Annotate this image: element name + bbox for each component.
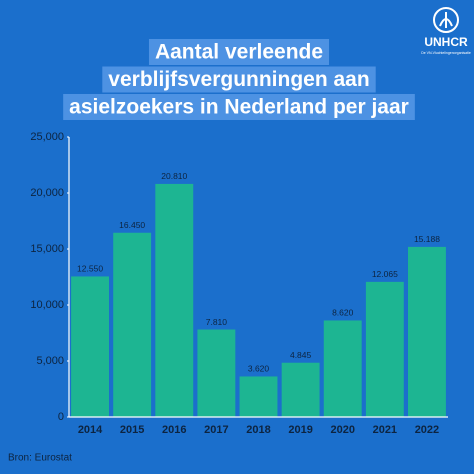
x-tick-label: 2014 (78, 424, 103, 436)
bar (407, 246, 446, 417)
x-tick-label: 2017 (204, 424, 228, 436)
value-label: 20.810 (161, 171, 187, 181)
logo-name: UNHCR (424, 35, 468, 49)
x-tick-label: 2015 (120, 424, 144, 436)
chart-title: asielzoekers in Nederland per jaar (69, 96, 409, 119)
title-highlight (102, 66, 376, 93)
bar (155, 183, 194, 417)
bar (365, 281, 404, 417)
title-highlight (148, 39, 330, 65)
y-tick-label: 25,000 (30, 131, 64, 143)
x-tick-label: 2020 (330, 424, 354, 436)
bar (323, 320, 362, 417)
value-label: 16.450 (119, 220, 145, 230)
y-tick-label: 0 (58, 411, 64, 423)
bar (113, 232, 152, 417)
logo-emblem (433, 7, 459, 33)
bar (71, 276, 110, 417)
chart-title: verblijfsvergunningen aan (108, 68, 369, 91)
value-label: 7.810 (206, 317, 228, 327)
x-tick-label: 2021 (373, 424, 397, 436)
value-label: 12.065 (372, 269, 398, 279)
value-label: 12.550 (77, 264, 103, 274)
value-label: 3.620 (248, 364, 270, 374)
title-group: Aantal verleende verblijfsvergunningen aa… (63, 39, 415, 120)
x-tick-label: 2019 (288, 424, 312, 436)
logo-tagline: De VN-Vluchtelingenorganisatie (421, 51, 471, 55)
value-label: 15.188 (414, 234, 440, 244)
value-label: 8.620 (332, 308, 354, 318)
x-tick-label: 2016 (162, 424, 186, 436)
logo-figure (439, 12, 453, 28)
title-highlight (63, 94, 415, 120)
y-tick-label: 15,000 (30, 243, 64, 255)
y-tick-label: 20,000 (30, 187, 64, 199)
bar (281, 362, 320, 417)
x-tick-label: 2018 (246, 424, 270, 436)
y-tick-label: 10,000 (30, 299, 64, 311)
chart-title: Aantal verleende (155, 41, 323, 64)
y-tick-label: 5,000 (36, 355, 64, 367)
source: Bron: Eurostat (8, 453, 72, 464)
value-label: 4.845 (290, 350, 312, 360)
bar (239, 376, 278, 417)
bar (197, 329, 236, 417)
logo: UNHCR De VN-Vluchtelingenorganisatie (421, 7, 471, 55)
x-tick-label: 2022 (415, 424, 439, 436)
